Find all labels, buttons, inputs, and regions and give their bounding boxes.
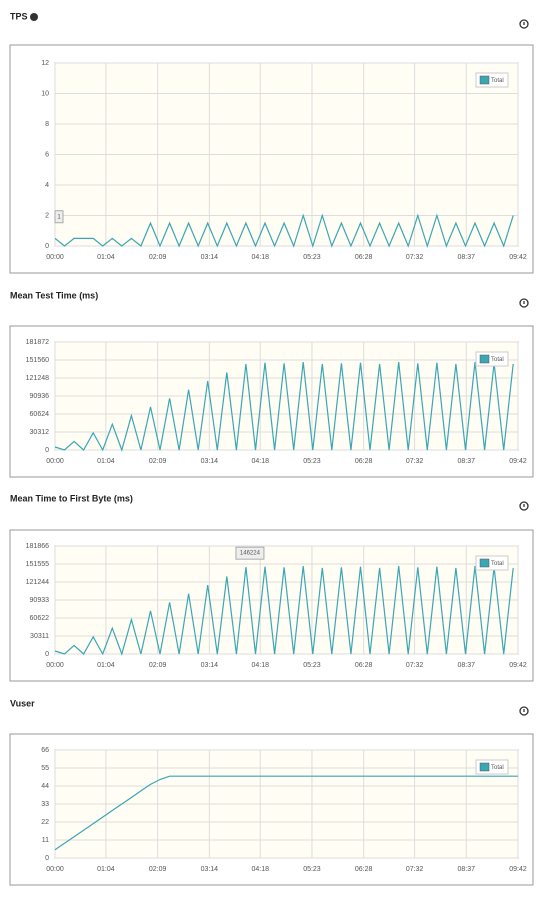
x-tick-label: 03:14 bbox=[201, 458, 219, 465]
tooltip-label: 1 bbox=[57, 214, 61, 220]
x-tick-label: 01:04 bbox=[97, 662, 115, 669]
section-title: Mean Test Time (ms) bbox=[10, 290, 98, 300]
section-title: TPS bbox=[10, 11, 28, 21]
series-line bbox=[54, 566, 514, 656]
x-tick-label: 09:42 bbox=[509, 662, 527, 669]
section-title: Vuser bbox=[10, 698, 35, 708]
x-tick-label: 07:32 bbox=[406, 254, 424, 261]
x-tick-label: 05:23 bbox=[303, 458, 321, 465]
tooltip: 1 bbox=[54, 210, 64, 224]
tooltip-box bbox=[235, 546, 265, 560]
x-tick-label: 01:04 bbox=[97, 458, 115, 465]
legend-label: Total bbox=[491, 78, 504, 84]
y-tick-label: 0 bbox=[45, 447, 49, 454]
tooltip-label: 146224 bbox=[240, 551, 261, 557]
legend-label: Total bbox=[491, 765, 504, 771]
x-tick-label: 03:14 bbox=[201, 866, 219, 873]
y-tick-label: 151560 bbox=[26, 357, 49, 364]
series-line bbox=[54, 775, 518, 851]
legend-swatch bbox=[479, 558, 490, 568]
x-tick-label: 06:28 bbox=[355, 458, 373, 465]
x-tick-label: 09:42 bbox=[509, 866, 527, 873]
tooltip-box bbox=[54, 210, 64, 224]
legend-label: Total bbox=[491, 357, 504, 363]
x-tick-label: 04:18 bbox=[251, 866, 269, 873]
y-tick-label: 8 bbox=[45, 121, 49, 128]
x-tick-label: 02:09 bbox=[149, 866, 167, 873]
series-line bbox=[54, 213, 514, 249]
x-tick-label: 02:09 bbox=[149, 458, 167, 465]
x-tick-label: 06:28 bbox=[355, 254, 373, 261]
info-icon bbox=[519, 298, 529, 308]
legend-label: Total bbox=[491, 561, 504, 567]
x-tick-label: 04:18 bbox=[251, 254, 269, 261]
x-tick-label: 08:37 bbox=[458, 866, 476, 873]
legend-swatch bbox=[479, 354, 490, 364]
x-tick-label: 05:23 bbox=[303, 254, 321, 261]
y-tick-label: 6 bbox=[45, 151, 49, 158]
x-tick-label: 07:32 bbox=[406, 866, 424, 873]
y-tick-label: 2 bbox=[45, 212, 49, 219]
y-tick-label: 0 bbox=[45, 651, 49, 658]
y-tick-label: 4 bbox=[45, 182, 49, 189]
y-tick-label: 11 bbox=[42, 837, 49, 844]
x-tick-label: 06:28 bbox=[355, 866, 373, 873]
y-tick-label: 22 bbox=[41, 819, 49, 826]
y-tick-label: 10 bbox=[41, 90, 49, 97]
x-tick-label: 08:37 bbox=[458, 254, 476, 261]
x-tick-label: 08:37 bbox=[458, 662, 476, 669]
x-tick-label: 00:00 bbox=[46, 662, 64, 669]
x-tick-label: 05:23 bbox=[303, 866, 321, 873]
x-tick-label: 06:28 bbox=[355, 662, 373, 669]
tooltip: 146224 bbox=[235, 546, 265, 560]
y-tick-label: 151555 bbox=[26, 561, 49, 568]
x-tick-label: 03:14 bbox=[201, 254, 219, 261]
info-icon bbox=[519, 19, 529, 29]
x-tick-label: 00:00 bbox=[46, 254, 64, 261]
y-tick-label: 121244 bbox=[26, 579, 49, 586]
x-tick-label: 08:37 bbox=[458, 458, 476, 465]
help-icon bbox=[30, 13, 38, 21]
y-tick-label: 121248 bbox=[26, 375, 49, 382]
y-tick-label: 90936 bbox=[30, 393, 50, 400]
x-tick-label: 00:00 bbox=[46, 458, 64, 465]
x-tick-label: 01:04 bbox=[97, 866, 115, 873]
section-title: Mean Time to First Byte (ms) bbox=[10, 493, 133, 503]
x-tick-label: 01:04 bbox=[97, 254, 115, 261]
x-tick-label: 05:23 bbox=[303, 662, 321, 669]
y-tick-label: 181866 bbox=[26, 543, 49, 550]
x-tick-label: 07:32 bbox=[406, 458, 424, 465]
x-tick-label: 02:09 bbox=[149, 254, 167, 261]
x-tick-label: 09:42 bbox=[509, 458, 527, 465]
y-tick-label: 30311 bbox=[30, 633, 49, 640]
y-tick-label: 30312 bbox=[30, 429, 50, 436]
y-tick-label: 0 bbox=[45, 243, 49, 250]
x-tick-label: 03:14 bbox=[201, 662, 219, 669]
series-line bbox=[54, 362, 514, 452]
x-tick-label: 02:09 bbox=[149, 662, 167, 669]
y-tick-label: 44 bbox=[41, 783, 49, 790]
x-tick-label: 04:18 bbox=[251, 662, 269, 669]
x-tick-label: 09:42 bbox=[509, 254, 527, 261]
y-tick-label: 55 bbox=[41, 765, 49, 772]
y-tick-label: 66 bbox=[41, 747, 49, 754]
x-tick-label: 04:18 bbox=[251, 458, 269, 465]
y-tick-label: 33 bbox=[41, 801, 49, 808]
y-tick-label: 181872 bbox=[26, 339, 49, 346]
x-tick-label: 00:00 bbox=[46, 866, 64, 873]
info-icon bbox=[519, 501, 529, 511]
y-tick-label: 60622 bbox=[30, 615, 50, 622]
x-tick-label: 07:32 bbox=[406, 662, 424, 669]
y-tick-label: 12 bbox=[41, 60, 49, 67]
info-icon bbox=[519, 706, 529, 716]
legend-swatch bbox=[479, 75, 490, 85]
y-tick-label: 0 bbox=[45, 855, 49, 862]
legend-swatch bbox=[479, 762, 490, 772]
y-tick-label: 60624 bbox=[30, 411, 50, 418]
y-tick-label: 90933 bbox=[30, 597, 50, 604]
